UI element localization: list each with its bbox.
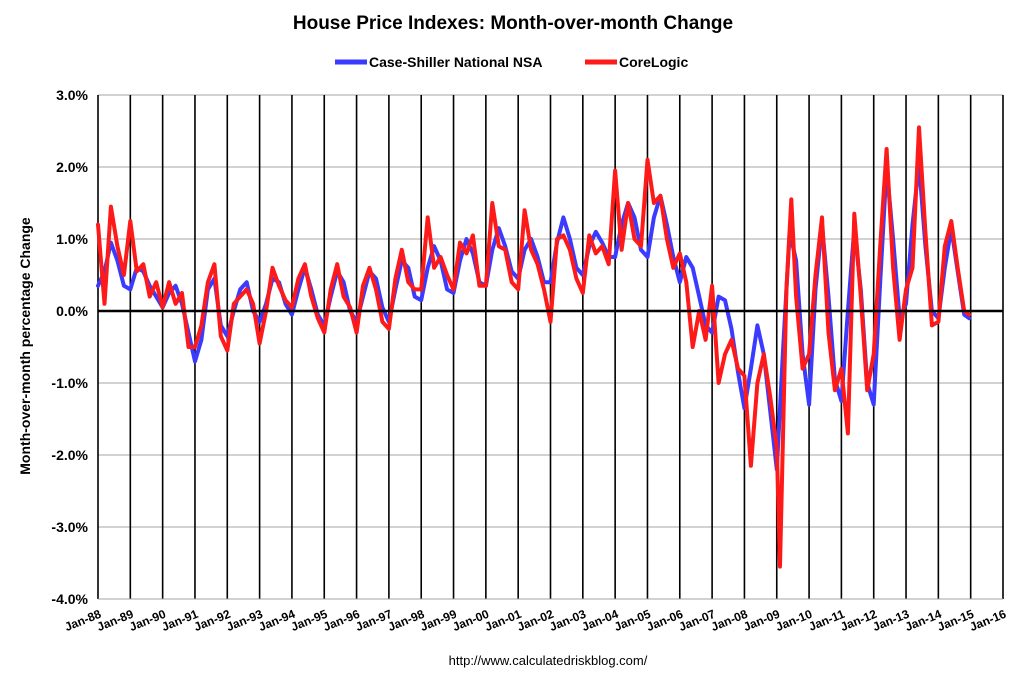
chart-title: House Price Indexes: Month-over-month Ch… <box>293 13 733 34</box>
legend: Case-Shiller National NSA CoreLogic <box>335 54 688 70</box>
y-tick-label: -3.0% <box>51 519 88 535</box>
series-line-case-shiller <box>96 161 972 472</box>
y-tick-label: 0.0% <box>56 303 88 319</box>
series-line-corelogic <box>96 125 972 569</box>
y-axis-label: Month-over-month percentage Change <box>17 217 33 475</box>
plot-area: 3.0% 2.0% 1.0% 0.0% -1.0% -2.0% -3.0% -4.0% Jan-… <box>51 87 1008 634</box>
source-url: http://www.calculatedriskblog.com/ <box>449 653 648 668</box>
legend-label-case-shiller: Case-Shiller National NSA <box>369 54 543 70</box>
y-tick-label: -2.0% <box>51 447 88 463</box>
y-tick-label: -4.0% <box>51 591 88 607</box>
y-tick-label: 2.0% <box>56 159 88 175</box>
y-tick-label: 1.0% <box>56 231 88 247</box>
x-tick-label: Jan-16 <box>968 607 1009 634</box>
legend-label-corelogic: CoreLogic <box>619 54 688 70</box>
y-tick-label: 3.0% <box>56 87 88 103</box>
y-tick-label: -1.0% <box>51 375 88 391</box>
